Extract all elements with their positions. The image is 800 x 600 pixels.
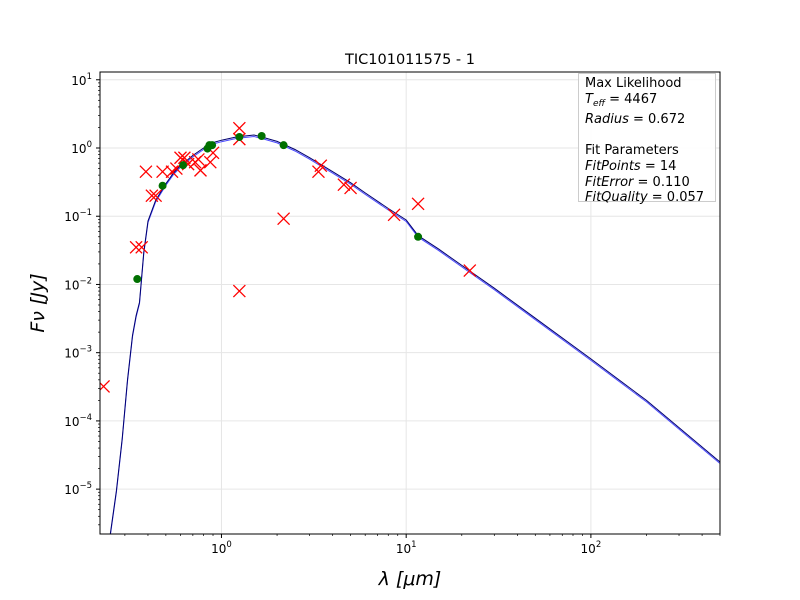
observed-point-x bbox=[139, 165, 153, 179]
observed-point-x bbox=[145, 189, 159, 203]
legend-teff-row: Teff = 4467 bbox=[585, 92, 715, 113]
fitquality-label: FitQuality bbox=[585, 190, 648, 206]
observed-point-x bbox=[194, 163, 207, 177]
observed-point-x bbox=[344, 181, 358, 195]
observed-point-x bbox=[100, 379, 111, 393]
observed-point-x bbox=[156, 165, 170, 179]
observed-point-x bbox=[129, 240, 143, 254]
fitquality-value: = 0.057 bbox=[647, 190, 705, 206]
legend-heading-max-likelihood: Max Likelihood bbox=[585, 76, 682, 91]
axis-ticks: 100 101 102 10−5 10−4 10−3 10−2 10−1 100 101 bbox=[64, 72, 721, 556]
observed-point-x bbox=[387, 208, 401, 222]
fit-summary-box: Max Likelihood Teff = 4467 Radius = 0.67… bbox=[578, 73, 716, 205]
y-tick-label: 10−1 bbox=[64, 208, 92, 224]
radius-value: = 0.672 bbox=[628, 112, 686, 128]
legend-fiterror-row: FitError = 0.110 bbox=[585, 175, 715, 191]
fiterror-value: = 0.110 bbox=[633, 174, 690, 190]
marker-layer bbox=[100, 121, 477, 393]
fitpoints-value: = 14 bbox=[640, 158, 677, 174]
fitted-point bbox=[257, 131, 266, 140]
teff-value: = 4467 bbox=[605, 91, 658, 107]
x-tick-label: 101 bbox=[396, 540, 417, 556]
observed-point-x bbox=[203, 155, 217, 169]
fitted-point bbox=[235, 132, 244, 141]
model-curve bbox=[109, 134, 720, 534]
legend-fitquality-row: FitQuality = 0.057 bbox=[585, 190, 715, 206]
observed-point-x bbox=[232, 121, 246, 135]
legend-radius-row: Radius = 0.672 bbox=[585, 112, 715, 128]
legend-heading-fit-parameters: Fit Parameters bbox=[585, 143, 679, 159]
observed-point-x bbox=[191, 152, 205, 166]
observed-point-x bbox=[277, 212, 291, 226]
teff-symbol: T bbox=[585, 91, 593, 107]
fitted-point bbox=[158, 181, 167, 190]
observed-point-x bbox=[177, 151, 191, 165]
y-axis-label: Fν [Jy] bbox=[27, 273, 49, 332]
chart-title: TIC101011575 - 1 bbox=[344, 52, 475, 68]
fitted-point bbox=[414, 232, 423, 241]
x-axis-label: λ [μm] bbox=[378, 568, 442, 590]
x-tick-label: 100 bbox=[211, 540, 232, 556]
teff-subscript: eff bbox=[592, 98, 605, 109]
model-curve-layer bbox=[109, 134, 720, 534]
legend-spacer bbox=[585, 128, 715, 144]
observed-point-x bbox=[149, 189, 163, 203]
fitted-point bbox=[179, 161, 188, 170]
radius-label: Radius bbox=[585, 112, 629, 128]
plot-frame bbox=[99, 71, 721, 535]
x-tick-label: 102 bbox=[581, 540, 602, 556]
y-tick-label: 10−4 bbox=[64, 413, 92, 429]
observed-point-x bbox=[232, 284, 246, 298]
fitpoints-label: FitPoints bbox=[585, 158, 641, 174]
legend-fitpoints-row: FitPoints = 14 bbox=[585, 159, 715, 175]
y-tick-label: 101 bbox=[71, 72, 92, 88]
fitted-point bbox=[279, 141, 288, 150]
observed-point-x bbox=[135, 240, 149, 254]
y-tick-label: 10−3 bbox=[64, 345, 92, 361]
observed-point-x bbox=[411, 197, 425, 211]
fitted-point bbox=[208, 141, 217, 150]
observed-point-x bbox=[337, 178, 351, 192]
y-tick-label: 10−2 bbox=[64, 276, 92, 292]
fiterror-label: FitError bbox=[585, 174, 634, 190]
y-tick-label: 100 bbox=[71, 140, 92, 156]
observed-point-x bbox=[314, 159, 328, 173]
fitted-point bbox=[133, 275, 142, 284]
y-tick-label: 10−5 bbox=[64, 481, 92, 497]
observed-point-x bbox=[463, 264, 477, 277]
